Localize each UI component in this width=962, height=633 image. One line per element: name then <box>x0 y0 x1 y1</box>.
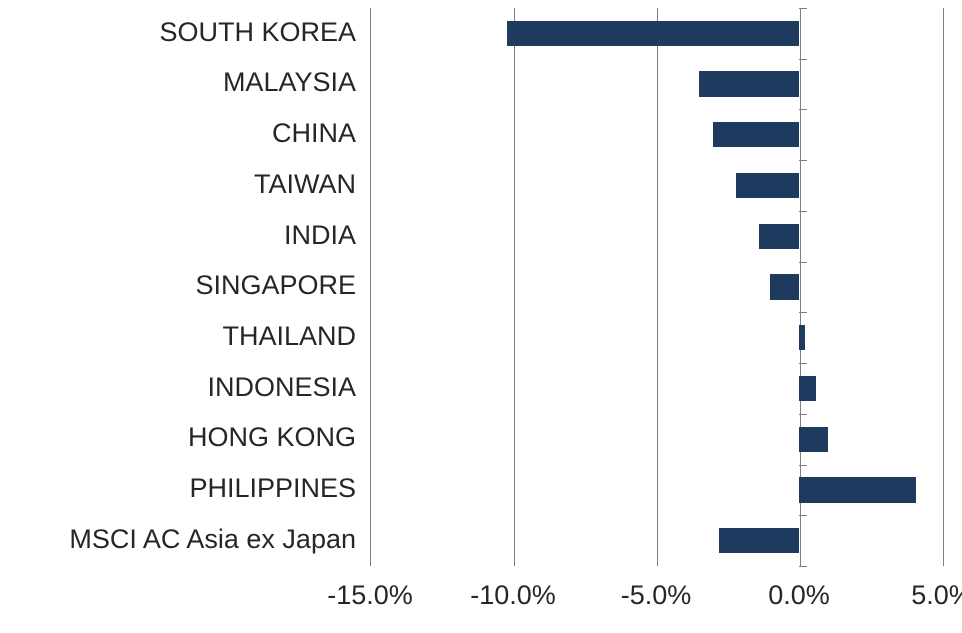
bar <box>799 376 816 401</box>
category-label: THAILAND <box>222 321 356 352</box>
axis-tick <box>799 312 807 313</box>
category-label: INDIA <box>284 220 356 251</box>
category-label: PHILIPPINES <box>189 473 356 504</box>
category-label: SOUTH KOREA <box>159 17 356 48</box>
axis-tick <box>799 566 807 567</box>
x-tick-label: -5.0% <box>596 580 716 611</box>
axis-tick <box>799 160 807 161</box>
category-label: SINGAPORE <box>195 270 356 301</box>
bar <box>713 122 799 147</box>
x-tick-label: 0.0% <box>739 580 859 611</box>
axis-tick <box>799 8 807 9</box>
category-label: MSCI AC Asia ex Japan <box>69 524 356 555</box>
x-tick-label: 5.0% <box>882 580 962 611</box>
gridline <box>514 8 515 566</box>
category-label: TAIWAN <box>254 169 356 200</box>
bar <box>507 21 799 46</box>
x-tick-label: -10.0% <box>453 580 573 611</box>
bar <box>699 71 799 96</box>
bar <box>799 325 805 350</box>
horizontal-bar-chart: SOUTH KOREA MALAYSIA CHINA TAIWAN INDIA SINGA… <box>0 0 962 633</box>
category-label: CHINA <box>272 118 356 149</box>
bar <box>759 224 799 249</box>
axis-tick <box>799 363 807 364</box>
category-label: MALAYSIA <box>223 67 356 98</box>
axis-tick <box>799 515 807 516</box>
category-label: INDONESIA <box>207 372 356 403</box>
axis-tick <box>799 262 807 263</box>
axis-tick <box>799 465 807 466</box>
bar <box>799 477 916 502</box>
category-label: HONG KONG <box>188 422 356 453</box>
bar <box>719 528 799 553</box>
bar <box>770 274 799 299</box>
axis-tick <box>799 211 807 212</box>
axis-tick <box>799 109 807 110</box>
axis-tick <box>799 414 807 415</box>
gridline <box>657 8 658 566</box>
x-tick-label: -15.0% <box>310 580 430 611</box>
bar <box>736 173 799 198</box>
axis-tick <box>799 59 807 60</box>
bar <box>799 427 828 452</box>
